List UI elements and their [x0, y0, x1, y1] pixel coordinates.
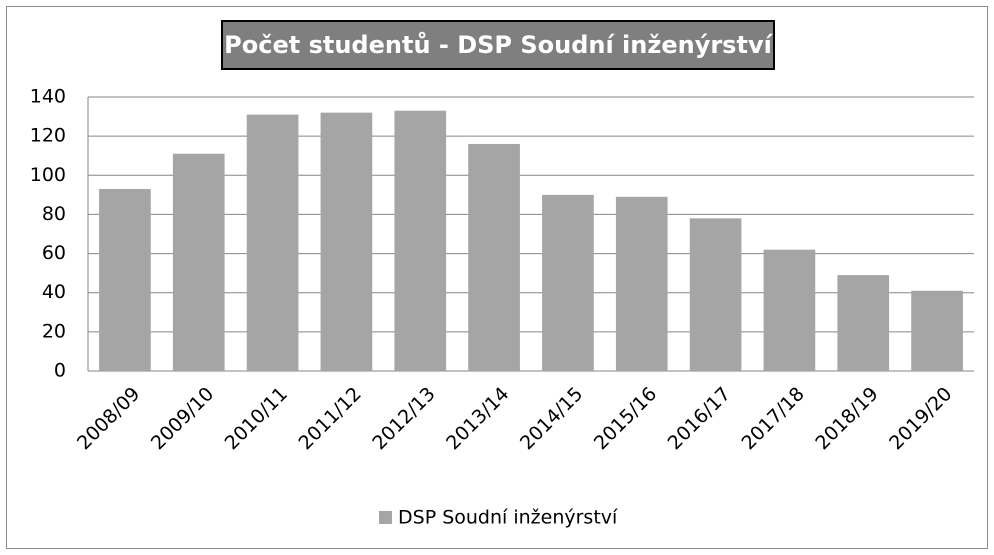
- bar: [320, 112, 373, 372]
- y-tick-label: 80: [42, 203, 66, 225]
- bar: [837, 275, 890, 371]
- y-tick-label: 60: [42, 242, 66, 264]
- bar: [172, 153, 225, 371]
- bar: [911, 290, 963, 371]
- y-tick-label: 40: [42, 281, 66, 303]
- bar: [468, 143, 520, 371]
- legend-label: DSP Soudní inženýrství: [398, 507, 618, 529]
- bar: [615, 196, 668, 371]
- title-box: [221, 20, 775, 70]
- legend-swatch: [379, 511, 392, 524]
- y-tick-label: 20: [42, 320, 66, 342]
- y-tick-label: 120: [30, 125, 66, 147]
- bar: [542, 194, 594, 371]
- bar: [763, 249, 816, 371]
- bar: [689, 218, 742, 371]
- bar: [394, 110, 447, 371]
- y-tick-label: 100: [30, 164, 66, 186]
- bar: [99, 188, 151, 371]
- y-tick-label: 0: [54, 360, 66, 382]
- chart-title: Počet studentů - DSP Soudní inženýrství: [224, 31, 773, 59]
- bar: [246, 114, 299, 371]
- y-tick-label: 140: [30, 86, 66, 108]
